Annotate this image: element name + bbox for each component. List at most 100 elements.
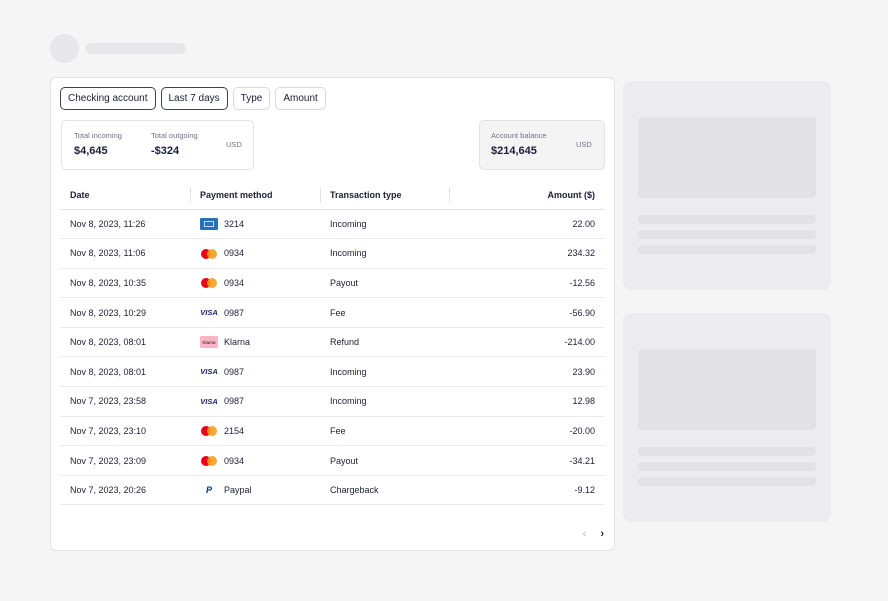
row-transaction-type: Incoming [320, 386, 449, 417]
klarna-icon: Klarna [200, 336, 218, 349]
table-row[interactable]: Nov 8, 2023, 10:35 0934 Payout -12.56 [60, 268, 605, 299]
row-amount: -214.00 [449, 327, 605, 358]
column-header-payment-method[interactable]: Payment method [190, 181, 320, 210]
filter-type-button[interactable]: Type [232, 87, 271, 110]
image-placeholder [638, 349, 816, 430]
text-line-placeholder [638, 462, 816, 471]
row-amount: -12.56 [449, 268, 605, 299]
account-balance-value: $214,645 [491, 145, 537, 157]
column-header-amount[interactable]: Amount ($) [449, 181, 605, 210]
table-row[interactable]: Nov 7, 2023, 20:26 P Paypal Chargeback -9.12 [60, 475, 605, 506]
table-row[interactable]: Nov 7, 2023, 23:10 2154 Fee -20.00 [60, 416, 605, 447]
transactions-card: Checking account Last 7 days Type Amount… [50, 77, 615, 551]
text-line-placeholder [638, 215, 816, 224]
row-date: Nov 7, 2023, 23:10 [60, 416, 190, 447]
filter-account-button[interactable]: Checking account [60, 87, 156, 110]
payment-method-label: Klarna [224, 337, 251, 348]
row-amount: -34.21 [449, 445, 605, 476]
row-transaction-type: Fee [320, 297, 449, 328]
chevron-left-icon[interactable]: ‹ [582, 528, 587, 540]
payment-method-label: 0987 [224, 366, 245, 377]
column-header-date[interactable]: Date [60, 181, 190, 210]
payment-method-label: 3214 [224, 218, 245, 229]
table-row[interactable]: Nov 8, 2023, 11:06 0934 Incoming 234.32 [60, 238, 605, 269]
text-line-placeholder [638, 230, 816, 239]
visa-icon: VISA [200, 367, 218, 377]
column-header-transaction-type[interactable]: Transaction type [320, 181, 449, 210]
row-amount: 22.00 [449, 209, 605, 240]
row-payment-method: 2154 [190, 416, 320, 447]
table-row[interactable]: Nov 7, 2023, 23:09 0934 Payout -34.21 [60, 445, 605, 476]
row-date: Nov 8, 2023, 08:01 [60, 356, 190, 388]
account-balance: Account balance $214,645 USD [479, 120, 605, 170]
row-amount: 12.98 [449, 386, 605, 417]
balance-currency: USD [576, 140, 592, 149]
text-line-placeholder [638, 245, 816, 254]
pagination: ‹ › [583, 528, 604, 540]
amex-card-icon [200, 217, 218, 230]
chevron-right-icon[interactable]: › [600, 528, 604, 540]
row-amount: -20.00 [449, 416, 605, 447]
mastercard-icon [200, 455, 218, 467]
row-transaction-type: Refund [320, 327, 449, 358]
row-transaction-type: Chargeback [320, 475, 449, 506]
table-row[interactable]: Nov 7, 2023, 23:58 VISA 0987 Incoming 12.98 [60, 386, 605, 417]
table-row[interactable]: Nov 8, 2023, 11:26 3214 Incoming 22.00 [60, 209, 605, 240]
paypal-icon: P [205, 485, 212, 496]
page-title-placeholder [85, 43, 186, 54]
row-payment-method: 0934 [190, 238, 320, 269]
row-transaction-type: Fee [320, 416, 449, 447]
payment-method-label: 0934 [224, 277, 245, 288]
table-row[interactable]: Nov 8, 2023, 08:01 VISA 0987 Incoming 23.90 [60, 356, 605, 388]
payment-method-label: 0987 [224, 307, 245, 318]
row-date: Nov 8, 2023, 10:35 [60, 268, 190, 299]
row-amount: -9.12 [449, 475, 605, 506]
row-transaction-type: Payout [320, 268, 449, 299]
payment-method-label: 2154 [224, 425, 245, 436]
payment-method-label: Paypal [224, 485, 252, 496]
table-row[interactable]: Nov 8, 2023, 10:29 VISA 0987 Fee -56.90 [60, 297, 605, 328]
row-date: Nov 8, 2023, 08:01 [60, 327, 190, 358]
mastercard-icon [200, 247, 218, 259]
payment-method-label: 0934 [224, 455, 245, 466]
row-amount: -56.90 [449, 297, 605, 328]
row-date: Nov 7, 2023, 23:09 [60, 445, 190, 476]
row-date: Nov 7, 2023, 20:26 [60, 475, 190, 506]
table-row[interactable]: Nov 8, 2023, 08:01 Klarna Klarna Refund -214… [60, 327, 605, 358]
side-card-placeholder [623, 81, 831, 290]
visa-icon: VISA [200, 308, 218, 318]
filter-date-range-button[interactable]: Last 7 days [160, 87, 228, 110]
row-date: Nov 8, 2023, 10:29 [60, 297, 190, 328]
row-payment-method: VISA 0987 [190, 386, 320, 417]
row-amount: 23.90 [449, 356, 605, 388]
row-date: Nov 8, 2023, 11:06 [60, 238, 190, 269]
row-payment-method: 3214 [190, 209, 320, 240]
row-payment-method: 0934 [190, 268, 320, 299]
row-payment-method: VISA 0987 [190, 297, 320, 328]
total-outgoing-label: Total outgoing [151, 131, 198, 140]
filter-bar: Checking account Last 7 days Type Amount [60, 87, 326, 110]
mastercard-icon [200, 425, 218, 437]
row-date: Nov 7, 2023, 23:58 [60, 386, 190, 417]
total-outgoing-value: -$324 [151, 145, 180, 157]
row-amount: 234.32 [449, 238, 605, 269]
payment-method-label: 0987 [224, 396, 245, 407]
account-balance-label: Account balance [491, 131, 547, 140]
row-payment-method: 0934 [190, 445, 320, 476]
mastercard-icon [200, 277, 218, 289]
side-card-placeholder [623, 313, 831, 522]
row-transaction-type: Incoming [320, 209, 449, 240]
totals-currency: USD [226, 140, 242, 149]
total-incoming-value: $4,645 [74, 145, 108, 157]
image-placeholder [638, 117, 816, 198]
avatar-placeholder [50, 34, 79, 63]
transactions-table: Date Payment method Transaction type Amo… [60, 181, 605, 506]
row-payment-method: Klarna Klarna [190, 327, 320, 358]
row-payment-method: P Paypal [190, 475, 320, 506]
visa-icon: VISA [200, 396, 218, 406]
totals-summary: Total incoming $4,645 Total outgoing -$3… [61, 120, 254, 170]
total-incoming-label: Total incoming [74, 131, 122, 140]
filter-amount-button[interactable]: Amount [275, 87, 326, 110]
row-transaction-type: Incoming [320, 238, 449, 269]
row-transaction-type: Payout [320, 445, 449, 476]
